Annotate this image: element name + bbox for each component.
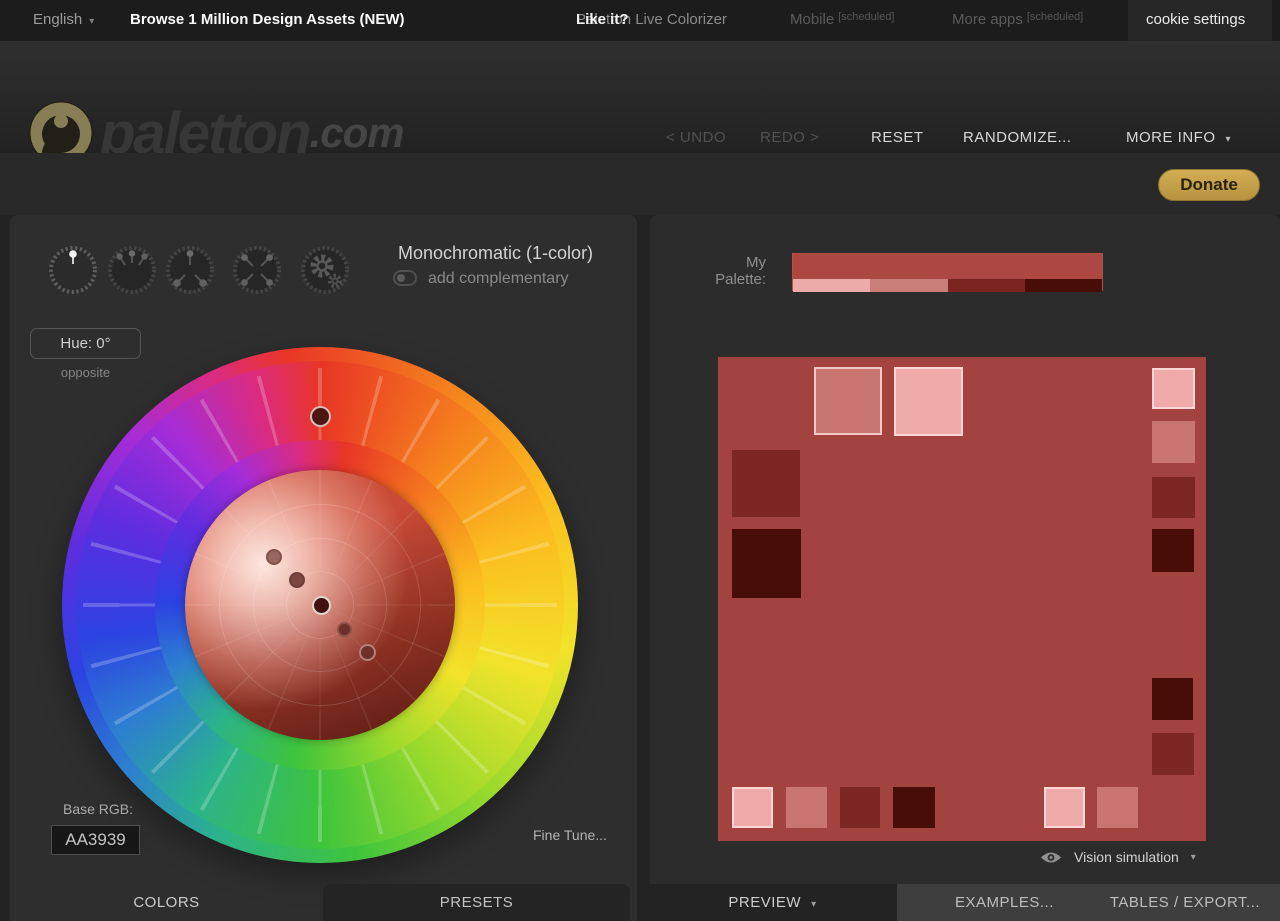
shade-marker[interactable] bbox=[266, 549, 282, 565]
scheme-title: Monochromatic (1-color) bbox=[398, 243, 594, 263]
base-rgb-input[interactable] bbox=[51, 825, 140, 855]
scheme-preview-canvas bbox=[718, 357, 1206, 841]
cookie-settings-container bbox=[1128, 0, 1272, 41]
base-color-marker[interactable] bbox=[311, 595, 331, 615]
vision-simulation-label: Vision simulation bbox=[1074, 849, 1179, 865]
scheme-adjacent-button[interactable] bbox=[107, 245, 157, 295]
opposite-link[interactable]: opposite bbox=[60, 365, 111, 380]
chevron-down-icon: ▾ bbox=[89, 16, 95, 27]
tab-preview[interactable]: PREVIEW ▾ bbox=[650, 884, 895, 921]
more-apps-link: More apps [scheduled] bbox=[952, 11, 1084, 28]
redo-button[interactable]: REDO > bbox=[760, 129, 820, 146]
tab-examples[interactable]: EXAMPLES... bbox=[955, 894, 1054, 911]
promo-link[interactable]: Browse 1 Million Design Assets (NEW) bbox=[130, 11, 405, 28]
monochromatic-icon bbox=[49, 246, 97, 294]
preview-swatch-square bbox=[732, 529, 801, 598]
chevron-down-icon: ▾ bbox=[1225, 134, 1232, 145]
preview-swatch-square bbox=[814, 367, 882, 435]
freestyle-gears-icon bbox=[301, 246, 349, 294]
palette-shade-swatches bbox=[793, 279, 1102, 292]
palette-shade-swatch[interactable] bbox=[793, 279, 871, 292]
preview-swatch-square bbox=[1152, 368, 1195, 409]
preview-swatch-square bbox=[1152, 421, 1195, 463]
sub-header-band bbox=[0, 153, 1280, 215]
scheme-tetrad-button[interactable] bbox=[232, 245, 282, 295]
preview-swatch-square bbox=[1152, 733, 1194, 775]
scheme-freestyle-button[interactable] bbox=[300, 245, 350, 295]
add-complementary-toggle[interactable] bbox=[393, 270, 417, 286]
eye-icon bbox=[1041, 852, 1061, 862]
scheduled-badge: [scheduled] bbox=[838, 11, 895, 23]
tetrad-icon bbox=[233, 246, 281, 294]
scheduled-badge: [scheduled] bbox=[1026, 11, 1084, 23]
preview-swatch-square bbox=[1152, 678, 1193, 720]
preview-swatch-square bbox=[1044, 787, 1085, 828]
live-colorizer-link[interactable]: Paletton Live Colorizer bbox=[576, 11, 727, 28]
palette-base-swatch[interactable] bbox=[793, 254, 1102, 279]
tab-colors[interactable]: COLORS bbox=[133, 894, 200, 911]
preview-swatch-square bbox=[1097, 787, 1138, 828]
vision-simulation-menu[interactable]: Vision simulation ▾ bbox=[1040, 849, 1196, 865]
chevron-down-icon: ▾ bbox=[1190, 851, 1196, 863]
my-palette-strip[interactable] bbox=[792, 253, 1103, 292]
top-bar: English ▾ Browse 1 Million Design Assets … bbox=[0, 0, 1280, 41]
hue-marker[interactable] bbox=[309, 405, 331, 427]
preview-swatch-square bbox=[894, 367, 963, 436]
preview-swatch-square bbox=[840, 787, 880, 828]
preview-swatch-square bbox=[732, 787, 773, 828]
preview-swatch-square bbox=[893, 787, 935, 828]
like-it-label: Like it? bbox=[576, 11, 629, 28]
scheme-monochromatic-button[interactable] bbox=[48, 245, 98, 295]
preview-swatch-square bbox=[786, 787, 827, 828]
palette-shade-swatch[interactable] bbox=[870, 279, 948, 292]
preview-panel: My Palette: Vision simulation ▾ bbox=[650, 215, 1280, 884]
undo-button[interactable]: < UNDO bbox=[666, 129, 727, 146]
shade-marker[interactable] bbox=[289, 572, 305, 588]
reset-button[interactable]: RESET bbox=[871, 129, 924, 146]
scheme-triad-button[interactable] bbox=[165, 245, 215, 295]
tab-presets[interactable]: PRESETS bbox=[323, 884, 630, 921]
mobile-link: Mobile [scheduled] bbox=[790, 11, 895, 28]
chevron-down-icon: ▾ bbox=[811, 899, 817, 910]
language-selector[interactable]: English ▾ bbox=[33, 11, 94, 28]
donate-button[interactable]: Donate bbox=[1158, 169, 1260, 201]
randomize-button[interactable]: RANDOMIZE... bbox=[963, 129, 1072, 146]
right-tab-strip: EXAMPLES... TABLES / EXPORT... bbox=[897, 884, 1280, 921]
toggle-knob bbox=[397, 274, 405, 282]
cookie-settings-button[interactable]: cookie settings bbox=[1146, 11, 1246, 28]
language-label: English bbox=[33, 11, 83, 28]
color-wheel[interactable] bbox=[62, 347, 578, 863]
add-complementary-label: add complementary bbox=[428, 270, 569, 287]
header: paletton .com < UNDO REDO > RESET RANDOM… bbox=[0, 41, 1280, 166]
preview-swatch-square bbox=[1152, 529, 1194, 572]
triad-icon bbox=[166, 246, 214, 294]
shade-marker[interactable] bbox=[336, 621, 352, 637]
palette-shade-swatch[interactable] bbox=[947, 279, 1025, 292]
adjacent-colors-icon bbox=[108, 246, 156, 294]
color-picker-panel: Monochromatic (1-color) add complementar… bbox=[10, 215, 637, 921]
preview-swatch-square bbox=[732, 450, 800, 517]
fine-tune-link[interactable]: Fine Tune... bbox=[533, 827, 607, 843]
tab-tables-export[interactable]: TABLES / EXPORT... bbox=[1109, 894, 1261, 911]
palette-shade-swatch[interactable] bbox=[1024, 279, 1102, 292]
preview-swatch-square bbox=[1152, 477, 1195, 518]
base-rgb-label: Base RGB: bbox=[63, 801, 134, 817]
shade-marker[interactable] bbox=[358, 643, 376, 661]
more-info-menu[interactable]: MORE INFO ▾ bbox=[1126, 129, 1232, 146]
hue-value-field[interactable]: Hue: 0° bbox=[30, 328, 141, 359]
my-palette-label: My Palette: bbox=[715, 254, 766, 288]
logo-tld: .com bbox=[309, 109, 405, 156]
